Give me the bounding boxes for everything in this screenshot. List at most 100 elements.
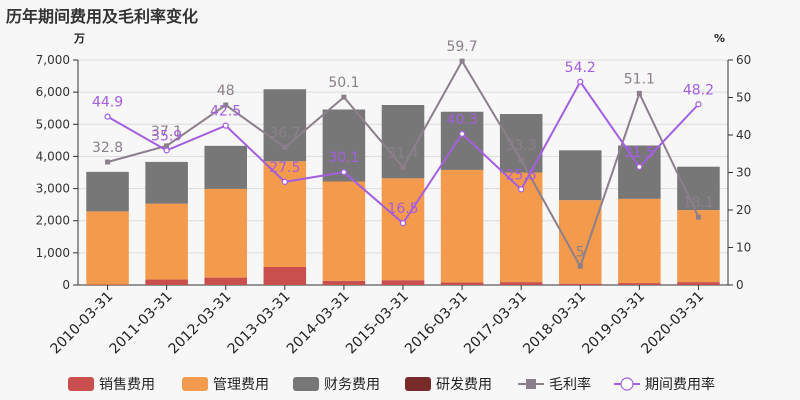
data-point <box>399 220 407 227</box>
data-label: 16.5 <box>387 201 418 217</box>
bar-segment <box>204 188 247 278</box>
data-point <box>459 58 465 64</box>
data-point <box>105 159 111 165</box>
data-point <box>104 113 111 120</box>
data-point <box>577 78 584 85</box>
legend-label: 毛利率 <box>549 376 591 393</box>
bar-segment <box>263 267 307 285</box>
y-left-tick-label: 7,000 <box>36 53 70 67</box>
data-point <box>636 90 642 96</box>
x-tick-label: 2012-03-31 <box>166 289 235 358</box>
y-left-tick-label: 1,000 <box>36 246 70 260</box>
y-right-tick-label: 0 <box>736 278 744 292</box>
legend-label: 管理费用 <box>213 377 269 393</box>
data-label: 36.7 <box>269 125 300 141</box>
bar-segment <box>559 283 602 285</box>
y-left-tick-label: 2,000 <box>36 214 70 228</box>
x-tick-label: 2018-03-31 <box>520 289 589 358</box>
bar-segment <box>677 210 720 283</box>
x-tick-label: 2010-03-31 <box>48 289 117 358</box>
data-point <box>341 94 347 100</box>
data-label: 31.4 <box>387 145 418 161</box>
data-label: 18.1 <box>683 195 714 211</box>
legend-swatch <box>405 377 431 391</box>
bar-segment <box>677 282 720 285</box>
data-label: 51.1 <box>624 71 655 87</box>
data-point <box>400 164 406 170</box>
legend-label: 销售费用 <box>99 377 155 393</box>
bar-segment <box>499 282 543 285</box>
y-left-tick-label: 4,000 <box>36 149 70 163</box>
y-right-tick-label: 60 <box>736 53 751 67</box>
legend-swatch <box>68 377 94 391</box>
bar-segment <box>145 203 188 280</box>
legend-label: 研发费用 <box>436 377 492 393</box>
bar-segment <box>381 280 425 285</box>
data-label: 32.8 <box>92 140 123 156</box>
data-point <box>222 122 229 129</box>
chart-title: 历年期间费用及毛利率变化 <box>6 7 199 26</box>
bar-segment <box>618 198 661 284</box>
data-point <box>164 143 170 149</box>
legend-marker <box>526 379 536 389</box>
bar-segment <box>381 178 425 281</box>
y-right-tick-label: 50 <box>736 91 751 105</box>
data-label: 59.7 <box>447 39 478 55</box>
bar-segment <box>618 283 661 285</box>
bar-segment <box>86 211 129 285</box>
y-left-tick-label: 0 <box>62 278 70 292</box>
bar-segment <box>204 145 247 189</box>
x-tick-label: 2017-03-31 <box>461 289 530 358</box>
x-tick-label: 2015-03-31 <box>343 289 412 358</box>
data-label: 31.5 <box>624 145 655 161</box>
legend-swatch <box>293 377 319 391</box>
data-label: 48 <box>217 83 235 99</box>
data-point <box>695 101 702 108</box>
bar-segment <box>322 181 366 281</box>
y-left-tick-label: 6,000 <box>36 85 70 99</box>
data-point <box>340 169 348 176</box>
bar-segment <box>86 171 129 212</box>
x-tick-label: 2016-03-31 <box>402 289 471 358</box>
data-label: 42.5 <box>210 104 241 120</box>
data-point <box>223 102 229 108</box>
bar-segment <box>559 200 602 284</box>
y-left-tick-label: 5,000 <box>36 117 70 131</box>
legend-label: 期间费用率 <box>645 376 715 393</box>
data-label: 40.3 <box>447 112 478 128</box>
x-tick-label: 2019-03-31 <box>579 289 648 358</box>
data-label: 35.9 <box>151 128 182 144</box>
data-point <box>695 214 701 220</box>
x-tick-label: 2013-03-31 <box>225 289 294 358</box>
legend-label: 财务费用 <box>324 377 380 393</box>
bar-segment <box>440 169 484 283</box>
data-label: 27.5 <box>269 160 300 176</box>
data-point <box>636 163 643 170</box>
bar-segment <box>440 282 484 285</box>
bar-segment <box>263 161 307 267</box>
x-tick-label: 2020-03-31 <box>638 289 707 358</box>
data-label: 37.1 <box>151 124 182 140</box>
bar-segment <box>440 111 484 170</box>
data-label: 48.2 <box>683 82 714 98</box>
data-point <box>577 263 583 269</box>
data-label: 5 <box>576 244 585 260</box>
data-point <box>281 178 288 185</box>
data-label: 30.1 <box>328 150 359 166</box>
y-left-unit: 万 <box>73 32 85 45</box>
data-label: 54.2 <box>565 60 596 76</box>
data-label: 25.5 <box>506 167 537 183</box>
legend-swatch <box>182 377 208 391</box>
y-left-tick-label: 3,000 <box>36 182 70 196</box>
bar-segment <box>145 279 188 285</box>
y-right-tick-label: 20 <box>736 203 751 217</box>
data-label: 33.3 <box>506 138 537 154</box>
y-right-unit: % <box>714 32 725 45</box>
y-right-tick-label: 40 <box>736 128 751 142</box>
bar-segment <box>204 277 247 285</box>
data-label: 50.1 <box>328 75 359 91</box>
bar-segment <box>559 150 602 201</box>
legend-marker <box>620 377 634 391</box>
